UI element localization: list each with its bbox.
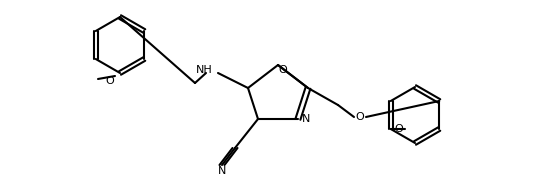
Text: O: O bbox=[106, 76, 114, 86]
Text: O: O bbox=[279, 65, 287, 75]
Text: N: N bbox=[218, 166, 226, 176]
Text: NH: NH bbox=[196, 65, 213, 75]
Text: O: O bbox=[394, 124, 403, 134]
Text: O: O bbox=[356, 112, 365, 122]
Text: N: N bbox=[302, 114, 310, 124]
